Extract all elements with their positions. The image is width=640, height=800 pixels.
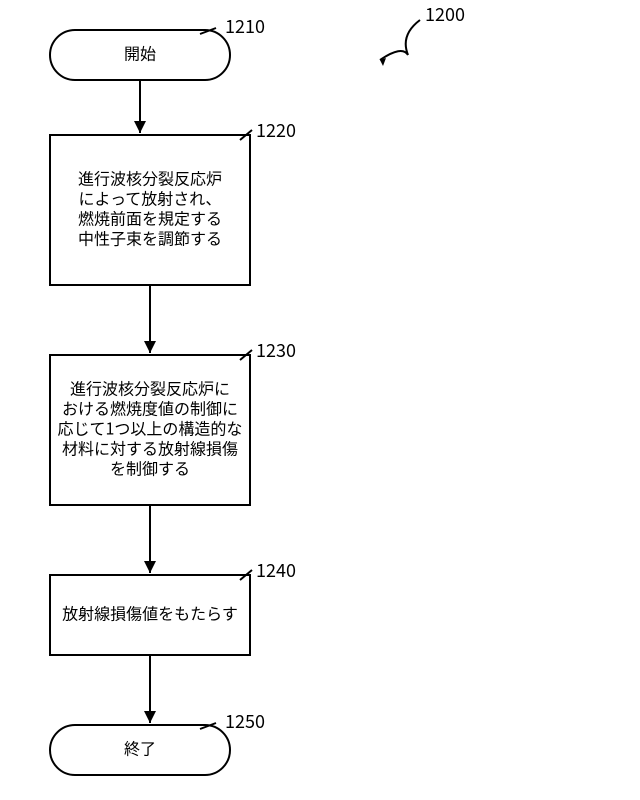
flowchart-canvas: 1200 開始1210進行波核分裂反応炉によって放射され、燃焼前面を規定する中性… [0, 0, 640, 800]
node-p1: 進行波核分裂反応炉によって放射され、燃焼前面を規定する中性子束を調節する1220 [50, 117, 296, 285]
node-start-line-0: 開始 [124, 40, 156, 64]
node-p3-ref: 1240 [256, 557, 296, 583]
figure-reference: 1200 [380, 1, 465, 66]
node-start: 開始 1210 [50, 13, 265, 80]
node-p3: 放射線損傷値をもたらす 1240 [50, 557, 296, 655]
figure-ref-label: 1200 [425, 1, 465, 27]
node-end-line-0: 終了 [124, 735, 156, 759]
node-p2: 進行波核分裂反応炉における燃焼度値の制御に応じて1つ以上の構造的な材料に対する放… [50, 337, 296, 505]
node-p1-ref: 1220 [256, 117, 296, 143]
node-end: 終了 1250 [50, 708, 265, 775]
node-p1-line-3: 中性子束を調節する [78, 225, 222, 249]
node-end-ref: 1250 [225, 708, 265, 734]
node-p2-ref: 1230 [256, 337, 296, 363]
flowchart-nodes: 開始1210進行波核分裂反応炉によって放射され、燃焼前面を規定する中性子束を調節… [50, 13, 296, 775]
node-p3-line-0: 放射線損傷値をもたらす [62, 600, 238, 624]
figure-ref-arrow [380, 20, 420, 60]
node-start-ref: 1210 [225, 13, 265, 39]
node-p2-line-4: を制御する [110, 455, 190, 479]
